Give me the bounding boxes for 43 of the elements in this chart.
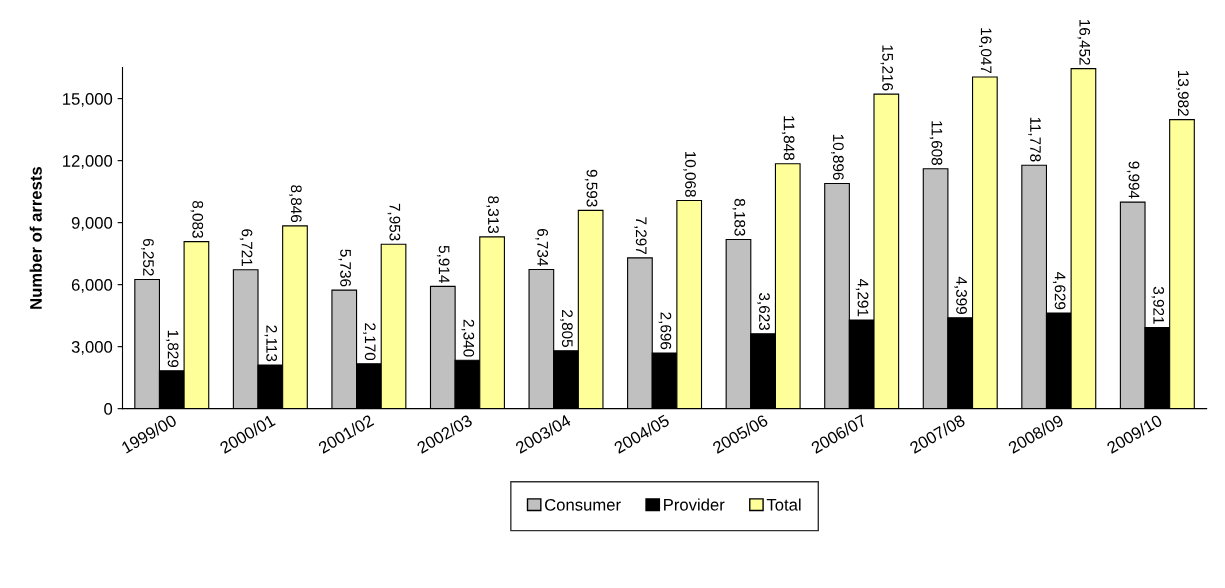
- data-label: 5,914: [436, 245, 450, 283]
- data-label: 11,778: [1028, 117, 1041, 162]
- data-label: 16,452: [1077, 19, 1091, 65]
- data-label: 2,805: [560, 310, 573, 347]
- data-label: 2,340: [461, 319, 475, 357]
- data-label: 4,629: [1052, 272, 1066, 310]
- data-label: 2,113: [264, 325, 278, 362]
- data-label: 6,721: [239, 229, 253, 266]
- data-label: 8,313: [486, 196, 499, 234]
- data-label: 2,696: [658, 312, 672, 350]
- data-label: 7,953: [387, 203, 401, 241]
- data-label: 7,297: [634, 217, 647, 254]
- data-label: 9,593: [584, 169, 598, 207]
- data-label: 4,399: [954, 276, 967, 314]
- y-tick-label: 15,000: [63, 93, 113, 107]
- data-label: 6,734: [535, 228, 549, 266]
- data-label: 10,068: [683, 151, 696, 197]
- y-tick-label: 9,000: [71, 217, 113, 231]
- data-label: 9,994: [1126, 161, 1140, 199]
- data-label: 4,291: [855, 278, 869, 317]
- data-label: 11,848: [781, 116, 795, 161]
- data-label: 10,896: [831, 134, 844, 180]
- data-label: 13,982: [1176, 71, 1189, 116]
- y-tick-label: 0: [104, 403, 113, 415]
- data-label: 1,829: [165, 330, 179, 368]
- legend-label: Consumer: [545, 498, 621, 511]
- data-label: 5,736: [338, 249, 351, 287]
- data-label: 2,170: [362, 323, 376, 361]
- data-label: 6,252: [141, 238, 154, 276]
- y-tick-label: 3,000: [71, 341, 113, 355]
- y-tick-label: 12,000: [63, 155, 113, 169]
- data-label: 8,183: [732, 198, 746, 236]
- data-label: 11,608: [929, 121, 943, 165]
- data-label: 15,216: [880, 45, 894, 91]
- y-axis-title: Number of arrests: [29, 167, 42, 309]
- data-label: 3,921: [1151, 286, 1165, 324]
- legend-label: Provider: [664, 498, 725, 511]
- data-label: 8,083: [190, 200, 204, 238]
- data-label: 16,047: [978, 28, 992, 74]
- legend-label: Total: [766, 498, 801, 511]
- data-label: 8,846: [289, 185, 302, 223]
- data-label: 3,623: [757, 293, 770, 331]
- y-tick-label: 6,000: [71, 279, 113, 293]
